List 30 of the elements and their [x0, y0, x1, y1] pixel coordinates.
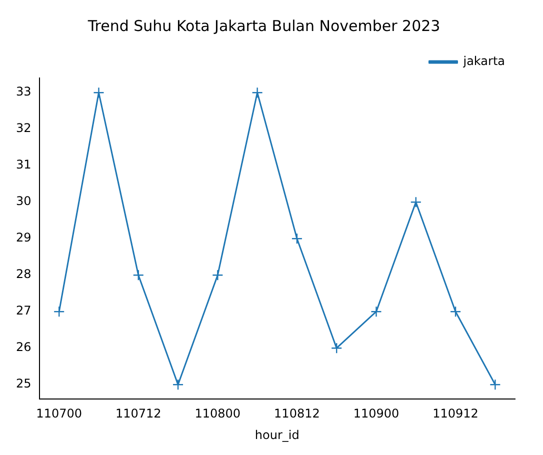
y-tick-label: 29 [16, 230, 32, 245]
legend-label: jakarta [462, 54, 506, 68]
point [331, 342, 342, 354]
x-tick-label: 110900 [353, 406, 400, 421]
point [291, 233, 303, 244]
point [252, 87, 263, 98]
x-tick-label: 110800 [194, 406, 241, 421]
point [172, 379, 184, 390]
point [93, 87, 104, 98]
y-tick-label: 25 [16, 376, 32, 391]
point [450, 306, 462, 318]
x-tick-label: 110712 [115, 406, 162, 421]
y-tick-label: 30 [16, 194, 32, 208]
y-tick-label: 32 [16, 121, 32, 136]
point [490, 379, 501, 390]
y-tick-label: 28 [16, 267, 32, 282]
chart-title: Trend Suhu Kota Jakarta Bulan November 2023 [86, 16, 440, 35]
x-tick-label: 110912 [432, 406, 478, 421]
x-tick-label: 110812 [274, 406, 320, 421]
y-tick-label: 33 [16, 84, 32, 99]
point [53, 306, 65, 318]
point [212, 270, 224, 281]
y-tick-label: 31 [16, 158, 32, 172]
point [370, 306, 382, 318]
point [410, 196, 422, 208]
y-tick-label: 26 [16, 340, 32, 354]
y-tick-label: 27 [16, 304, 32, 318]
x-tick-label: 110700 [36, 406, 82, 421]
point [132, 270, 144, 281]
x-axis-title: hour_id [254, 428, 300, 442]
